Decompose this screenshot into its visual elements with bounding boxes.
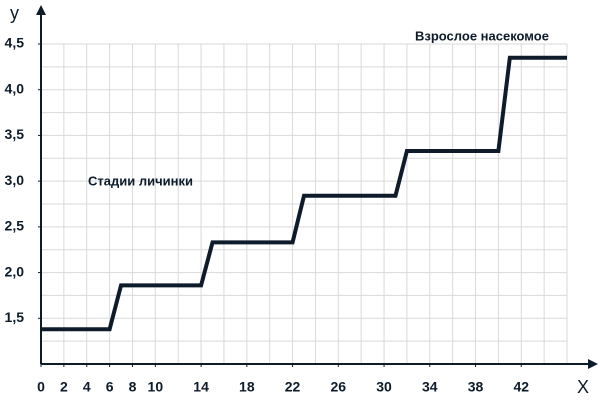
annotation: Взрослое насекомое <box>415 28 549 43</box>
x-tick-label: 8 <box>129 379 137 395</box>
y-tick-label: 2,5 <box>5 218 25 234</box>
y-arrow <box>36 5 46 15</box>
x-tick-label: 26 <box>331 379 347 395</box>
x-tick-label: 38 <box>468 379 484 395</box>
x-tick-label: 18 <box>239 379 255 395</box>
x-arrow <box>588 359 598 369</box>
x-tick-label: 2 <box>60 379 68 395</box>
y-tick-label: 1,5 <box>5 309 25 325</box>
y-tick-label: 4,0 <box>5 80 25 96</box>
x-tick-label: 34 <box>422 379 438 395</box>
y-tick-label: 4,5 <box>5 35 25 51</box>
line <box>41 55 567 332</box>
x-tick-label: 30 <box>376 379 392 395</box>
x-tick-label: 14 <box>193 379 209 395</box>
y-tick-label: 3,5 <box>5 126 25 142</box>
annotation: Стадии личинки <box>88 173 193 188</box>
x-tick-label: 22 <box>285 379 301 395</box>
x-tick-label: 42 <box>513 379 529 395</box>
y-tick-label: 2,0 <box>5 263 25 279</box>
x-tick-label: 10 <box>148 379 164 395</box>
x-tick-label: 6 <box>106 379 114 395</box>
y-tick-label: 3,0 <box>5 172 25 188</box>
x-tick-label: 4 <box>83 379 91 395</box>
x-axis-label: Х <box>577 377 589 397</box>
x-tick-label: 0 <box>37 379 45 395</box>
y-axis-label: у <box>10 3 19 23</box>
